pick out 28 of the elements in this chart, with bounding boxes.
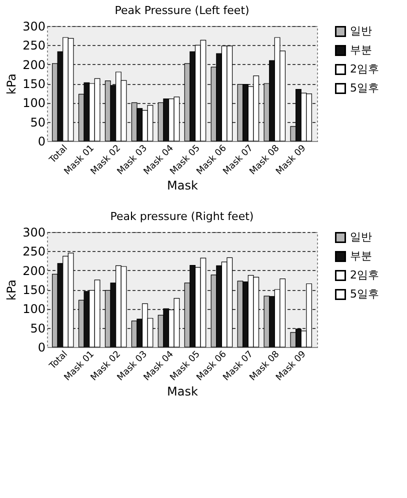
- y-tick-label: 250: [22, 38, 46, 53]
- legend-label: 5일후: [350, 82, 379, 94]
- legend-label: 5일후: [350, 288, 379, 300]
- chart-title: Peak Pressure (Left feet): [114, 4, 250, 17]
- y-tick-label: 0: [38, 340, 46, 354]
- y-tick-label: 200: [22, 58, 46, 72]
- legend-label: 일반: [350, 24, 372, 38]
- x-axis-title: Mask: [167, 384, 198, 398]
- legend-label: 2임후: [350, 268, 379, 282]
- y-tick-label: 150: [22, 77, 46, 91]
- legend-label: 부분: [350, 44, 372, 56]
- y-axis-title: kPa: [4, 280, 19, 300]
- y-tick-label: 250: [22, 244, 46, 259]
- y-tick-label: 100: [22, 96, 46, 110]
- legend-label: 부분: [350, 250, 372, 262]
- y-tick-label: 0: [38, 134, 46, 148]
- y-axis-title: kPa: [4, 74, 19, 94]
- y-tick-label: 200: [22, 264, 46, 278]
- y-tick-label: 50: [30, 115, 46, 130]
- x-axis-title: Mask: [167, 178, 198, 192]
- legend-label: 일반: [350, 230, 372, 244]
- y-tick-label: 300: [22, 20, 46, 34]
- legend-label: 2임후: [350, 62, 379, 76]
- y-tick-label: 300: [22, 226, 46, 240]
- y-tick-label: 100: [22, 302, 46, 316]
- y-tick-label: 50: [30, 321, 46, 336]
- chart-title: Peak pressure (Right feet): [110, 210, 254, 223]
- y-tick-label: 150: [22, 283, 46, 297]
